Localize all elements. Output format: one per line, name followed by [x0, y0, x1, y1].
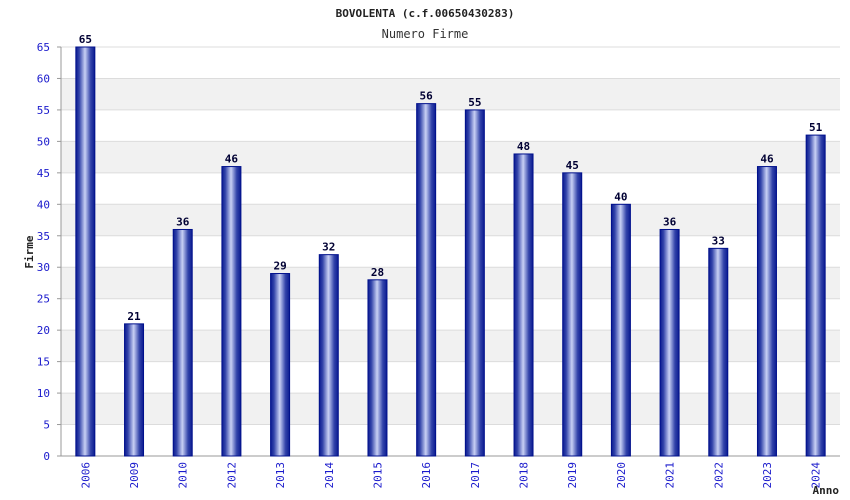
x-tick-label-2014: 2014 — [323, 462, 336, 489]
value-label-2015: 28 — [371, 266, 384, 279]
x-tick-label-2017: 2017 — [469, 462, 482, 489]
y-tick-label: 0 — [43, 450, 50, 463]
value-labels: 65 21 36 46 29 32 28 56 55 48 45 40 36 33 46 51 — [79, 33, 823, 323]
y-tick-label: 25 — [37, 293, 50, 306]
value-label-2016: 56 — [420, 90, 434, 103]
x-tick-label-2010: 2010 — [177, 462, 190, 489]
y-axis-title: Firme — [23, 235, 36, 268]
bar-2012 — [221, 166, 242, 457]
value-label-2014: 32 — [322, 241, 335, 254]
y-tick-label: 55 — [37, 104, 50, 117]
y-tick-label: 10 — [37, 387, 50, 400]
bar-2022 — [708, 247, 729, 457]
x-axis-ticks: 2006 2009 2010 2012 2013 2014 2015 2016 2017 2018… — [79, 462, 822, 489]
x-tick-label-2022: 2022 — [712, 462, 725, 489]
y-tick-label: 65 — [37, 41, 50, 54]
x-tick-label-2015: 2015 — [371, 462, 384, 489]
value-label-2009: 21 — [127, 310, 141, 323]
x-tick-label-2019: 2019 — [566, 462, 579, 489]
x-tick-label-2009: 2009 — [128, 462, 141, 489]
band-55 — [61, 78, 840, 110]
y-tick-label: 50 — [37, 135, 50, 148]
value-label-2022: 33 — [712, 234, 725, 247]
value-label-2019: 45 — [566, 159, 579, 172]
x-tick-label-2020: 2020 — [615, 462, 628, 489]
bar-2006 — [75, 46, 96, 457]
x-tick-label-2018: 2018 — [518, 462, 531, 489]
bar-2016 — [416, 103, 437, 457]
value-label-2020: 40 — [614, 190, 627, 203]
y-tick-label: 5 — [43, 419, 50, 432]
value-label-2018: 48 — [517, 140, 530, 153]
x-tick-label-2024: 2024 — [810, 462, 823, 489]
x-tick-label-2023: 2023 — [761, 462, 774, 489]
bar-2018 — [513, 153, 534, 457]
value-label-2010: 36 — [176, 215, 190, 228]
bar-2020 — [610, 203, 631, 457]
bar-2023 — [756, 166, 777, 457]
bar-2014 — [318, 254, 339, 457]
bar-2019 — [562, 172, 583, 457]
y-tick-label: 30 — [37, 261, 50, 274]
x-tick-label-2021: 2021 — [664, 462, 677, 489]
bar-2024 — [805, 134, 826, 457]
y-tick-label: 40 — [37, 198, 50, 211]
bar-2010 — [172, 228, 193, 457]
x-axis-title: Anno — [813, 484, 840, 497]
bars — [75, 46, 826, 457]
bar-2013 — [270, 273, 291, 457]
bar-2015 — [367, 279, 388, 457]
bar-2017 — [464, 109, 485, 457]
bar-2021 — [659, 228, 680, 457]
x-tick-label-2012: 2012 — [225, 462, 238, 489]
y-tick-label: 35 — [37, 230, 50, 243]
y-tick-label: 60 — [37, 72, 50, 85]
value-label-2023: 46 — [760, 153, 774, 166]
x-tick-label-2006: 2006 — [79, 462, 92, 489]
y-tick-label: 20 — [37, 324, 50, 337]
value-label-2006: 65 — [79, 33, 92, 46]
value-label-2021: 36 — [663, 215, 677, 228]
chart-title: BOVOLENTA (c.f.00650430283) — [336, 7, 515, 20]
band-45 — [61, 141, 840, 173]
value-label-2012: 46 — [225, 153, 239, 166]
value-label-2017: 55 — [468, 96, 481, 109]
value-label-2024: 51 — [809, 121, 823, 134]
value-label-2013: 29 — [273, 260, 286, 273]
x-tick-label-2013: 2013 — [274, 462, 287, 489]
y-axis-ticks: 0 5 10 15 20 25 30 35 40 45 50 55 60 65 — [37, 41, 61, 463]
chart-subtitle: Numero Firme — [382, 27, 469, 41]
y-tick-label: 45 — [37, 167, 50, 180]
x-tick-label-2016: 2016 — [420, 462, 433, 489]
bar-2009 — [124, 323, 145, 457]
y-tick-label: 15 — [37, 356, 50, 369]
